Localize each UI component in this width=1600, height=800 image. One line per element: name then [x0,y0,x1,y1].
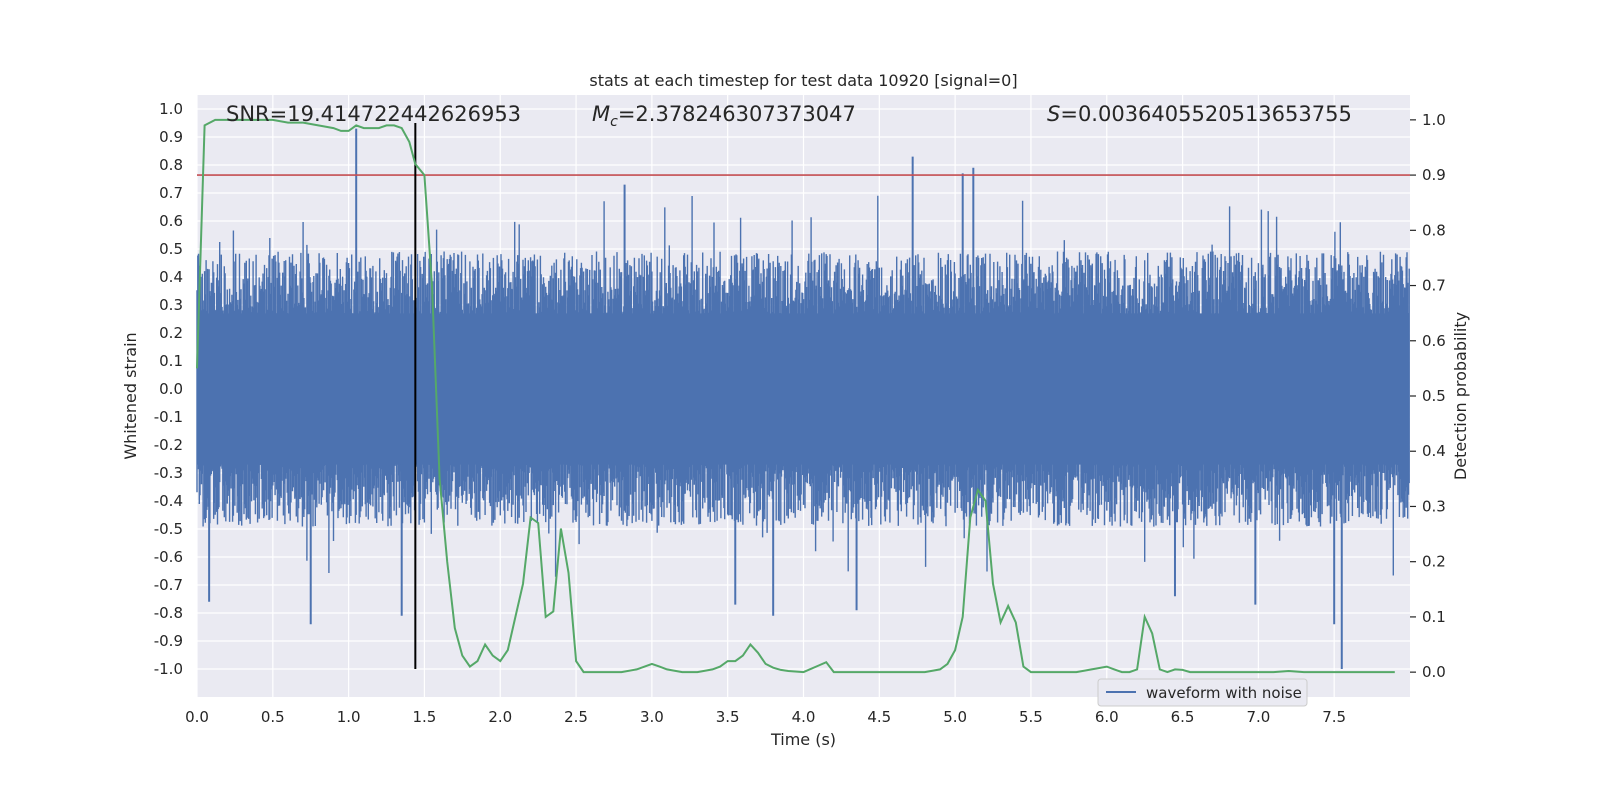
chart-title: stats at each timestep for test data 109… [589,71,1017,90]
x-tick-label: 4.5 [867,708,891,726]
y-right-tick-label: 0.5 [1422,387,1446,405]
x-tick-label: 0.0 [185,708,209,726]
chirp-mass-value: =2.378246307373047 [618,102,856,126]
x-tick-label: 2.5 [564,708,588,726]
x-tick-label: 1.5 [413,708,437,726]
x-axis-label: Time (s) [770,730,836,749]
y-left-tick-label: 0.2 [159,324,183,342]
x-tick-label: 4.0 [792,708,816,726]
y-left-tick-label: 0.0 [159,380,183,398]
y-left-tick-label: 0.6 [159,212,183,230]
y-left-tick-label: 0.5 [159,240,183,258]
y-right-tick-label: 0.7 [1422,277,1446,295]
legend-box [1097,678,1308,707]
y-left-tick-label: -0.4 [154,492,183,510]
x-tick-label: 3.5 [716,708,740,726]
y-right-tick-label: 0.3 [1422,497,1446,515]
x-tick-label: 1.0 [337,708,361,726]
x-tick-label: 2.0 [488,708,512,726]
s-annotation: S=0.0036405520513653755 [1047,102,1352,126]
detection-probability-series [196,118,1395,674]
legend-label-waveform: waveform with noise [1146,684,1302,702]
chirp-mass-subscript: c [610,114,618,130]
x-axis-ticks: 0.0 0.5 1.0 1.5 2.0 2.5 3.0 3.5 4.0 4.5 5.0 5.5 6.0 6… [185,708,1346,726]
x-tick-label: 6.5 [1171,708,1195,726]
x-tick-label: 5.5 [1019,708,1043,726]
y-right-axis-ticks: 1.0 0.9 0.8 0.7 0.6 0.5 0.4 0.3 0.2 0.1 0.0 [1410,111,1446,681]
y-left-tick-label: 0.8 [159,156,183,174]
y-left-axis-ticks: 1.0 0.9 0.8 0.7 0.6 0.5 0.4 0.3 0.2 0.1 0.0 -0.1 -0.… [154,100,183,678]
y-left-tick-label: 0.7 [159,184,183,202]
y-left-tick-label: -0.2 [154,436,183,454]
y-right-tick-label: 0.2 [1422,553,1446,571]
y-left-tick-label: -0.6 [154,548,183,566]
legend: waveform with noise [1097,678,1308,707]
y-left-tick-label: 0.4 [159,268,183,286]
y-right-tick-label: 0.0 [1422,663,1446,681]
y-left-tick-label: 1.0 [159,100,183,118]
waveform-core [197,313,1409,465]
y-left-tick-label: -0.7 [154,576,183,594]
y-left-tick-label: -0.8 [154,604,183,622]
chirp-mass-symbol: M [592,102,610,126]
y-right-tick-label: 1.0 [1422,111,1446,129]
s-symbol: S [1047,102,1060,126]
x-tick-label: 7.5 [1322,708,1346,726]
y-right-tick-label: 0.9 [1422,166,1446,184]
y-left-tick-label: -0.5 [154,520,183,538]
s-value: =0.0036405520513653755 [1060,102,1352,126]
y-left-axis-label: Whitened strain [121,332,140,459]
y-right-axis-label: Detection probability [1451,312,1470,480]
x-tick-label: 7.0 [1246,708,1270,726]
y-left-tick-label: -0.9 [154,632,183,650]
y-left-tick-label: 0.9 [159,128,183,146]
x-tick-label: 5.0 [943,708,967,726]
y-right-tick-label: 0.4 [1422,442,1446,460]
y-left-tick-label: -1.0 [154,660,183,678]
x-tick-label: 3.0 [640,708,664,726]
snr-annotation: SNR=19.414722442626953 [226,102,521,126]
y-left-tick-label: 0.3 [159,296,183,314]
y-right-tick-label: 0.1 [1422,608,1446,626]
y-right-tick-label: 0.6 [1422,332,1446,350]
y-right-tick-label: 0.8 [1422,221,1446,239]
chirp-mass-annotation: Mc=2.378246307373047 [592,102,856,130]
waveform-series [196,128,1410,669]
x-tick-label: 0.5 [261,708,285,726]
y-left-tick-label: 0.1 [159,352,183,370]
y-left-tick-label: -0.3 [154,464,183,482]
y-left-tick-label: -0.1 [154,408,183,426]
x-tick-label: 6.0 [1095,708,1119,726]
